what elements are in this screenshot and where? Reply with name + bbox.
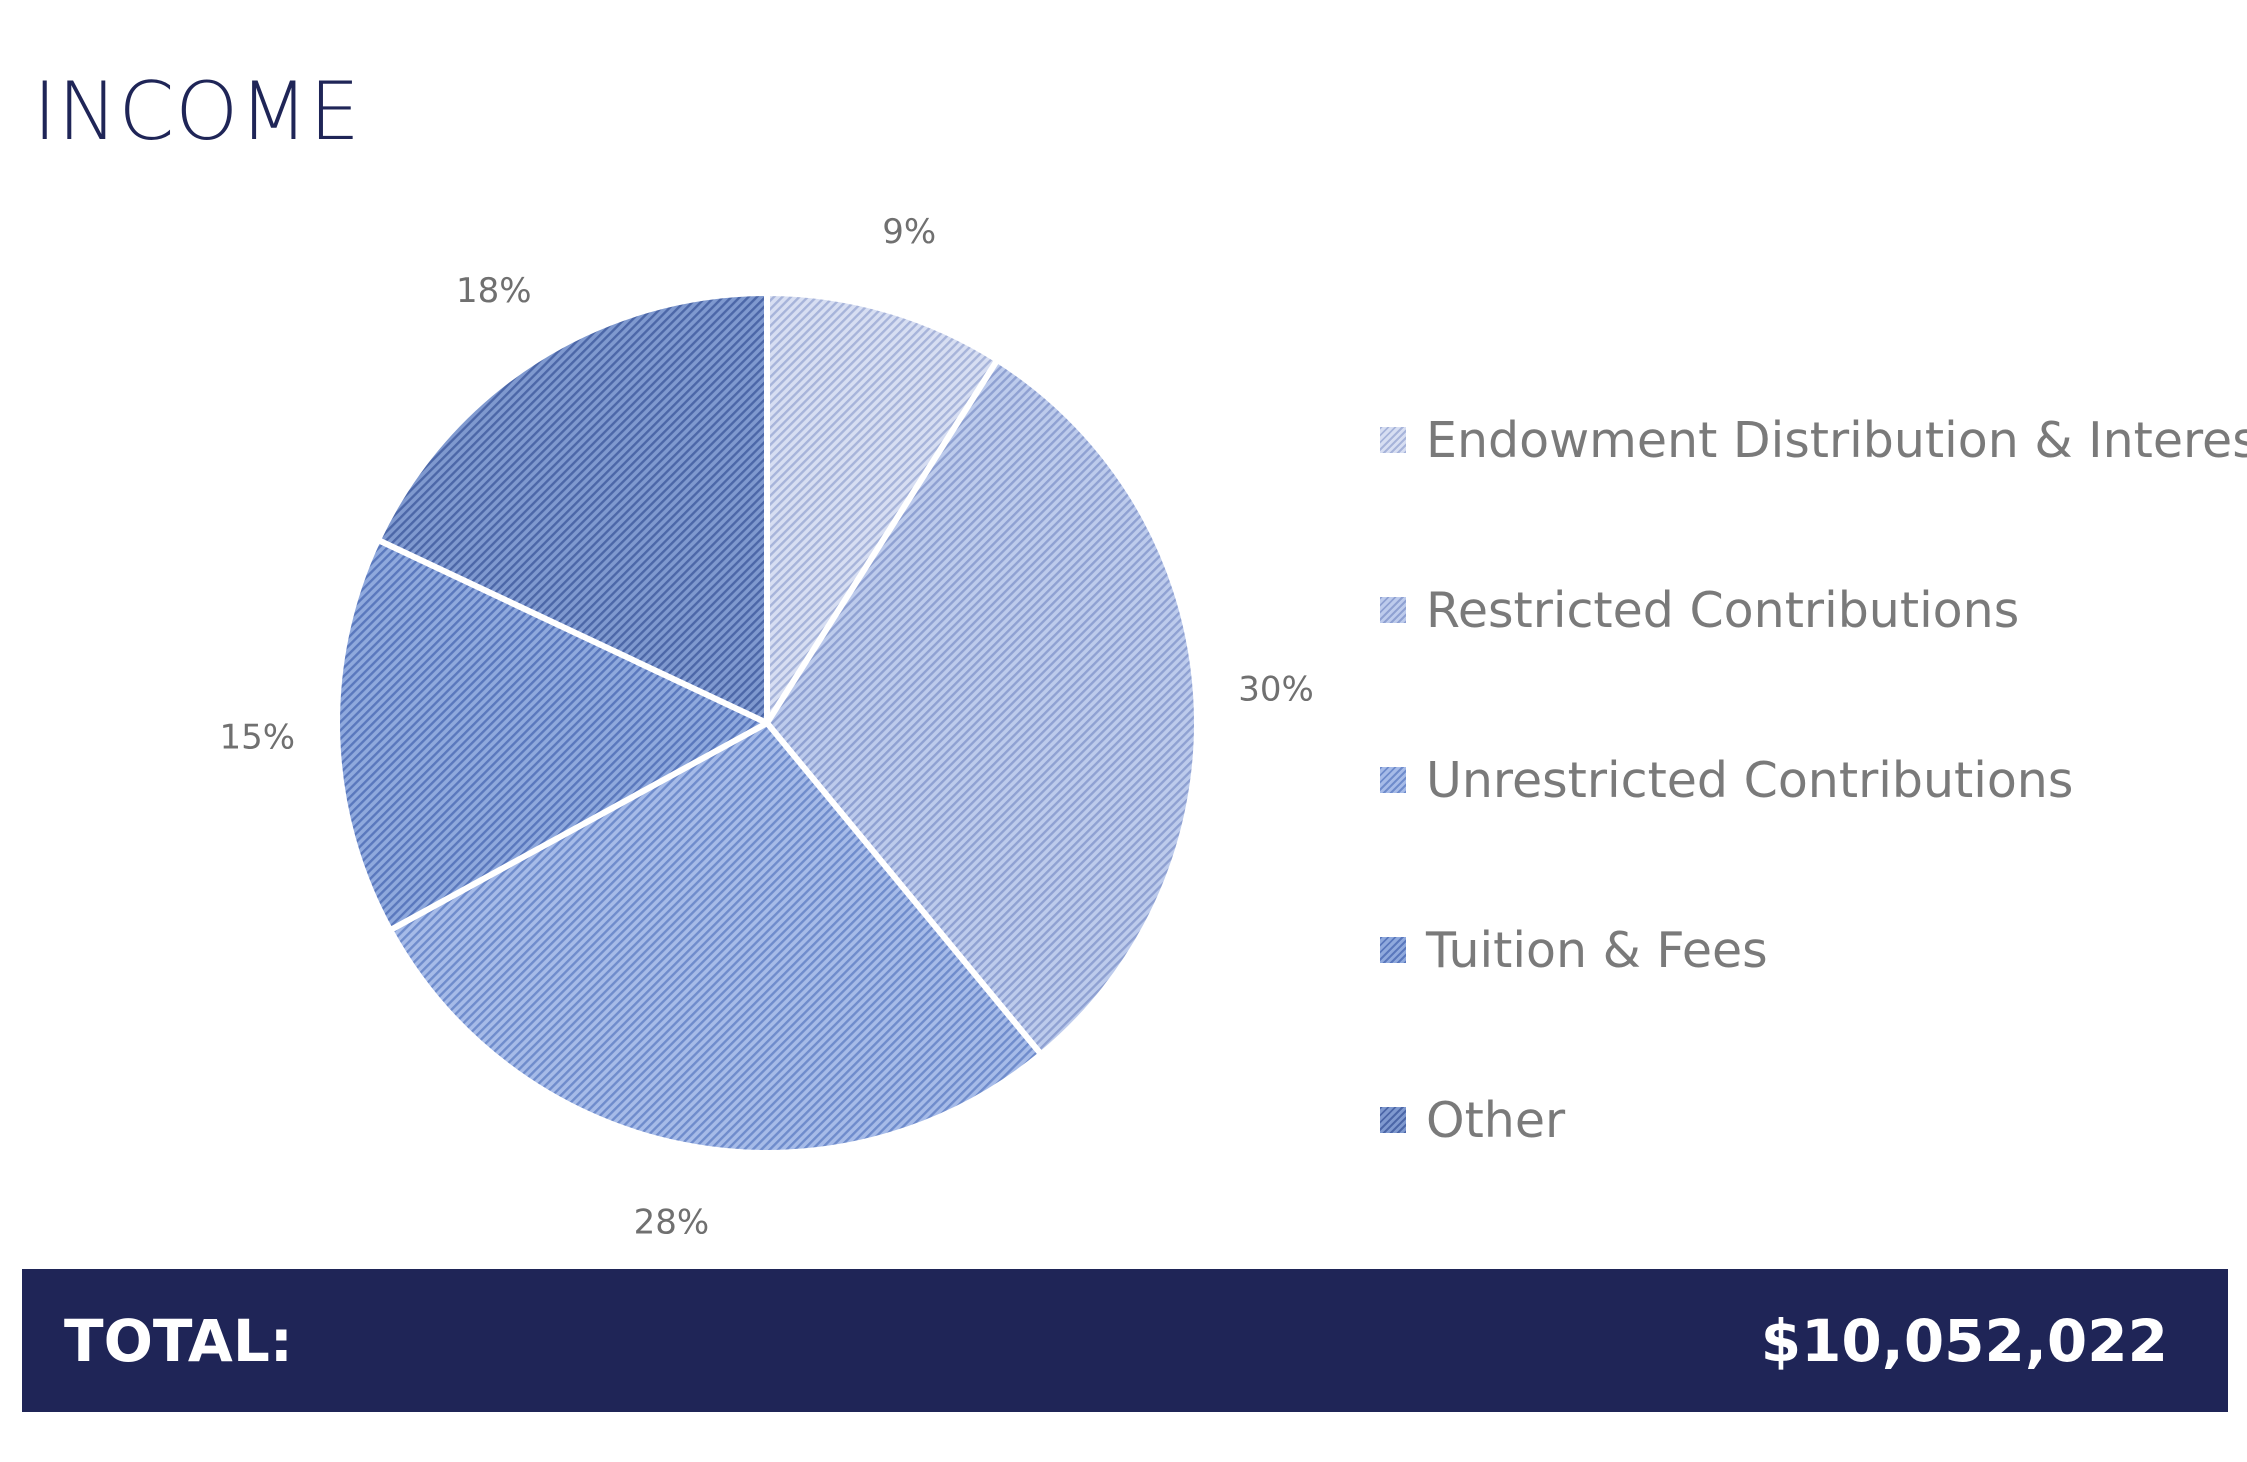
- legend-item: Tuition & Fees: [1380, 865, 2247, 1035]
- legend-swatch-icon: [1380, 937, 1406, 963]
- pie-value-label-1: 9%: [882, 212, 936, 252]
- total-label: TOTAL:: [64, 1306, 293, 1375]
- pie-slice-1: [764, 290, 1001, 726]
- legend-item: Other: [1380, 1035, 2247, 1205]
- pie-slice-4: [334, 536, 770, 934]
- legend-swatch-icon: [1380, 427, 1406, 453]
- pie-slice-3: [387, 720, 1045, 1156]
- pie-slices: [334, 290, 1200, 1156]
- legend-swatch-icon: [1380, 597, 1406, 623]
- total-value: $10,052,022: [1760, 1306, 2168, 1375]
- pie-value-labels: 9% 30% 28% 15% 18%: [219, 212, 1313, 1243]
- legend-label: Tuition & Fees: [1426, 921, 1768, 979]
- legend-item: Unrestricted Contributions: [1380, 695, 2247, 865]
- pie-value-label-4: 15%: [219, 718, 295, 758]
- legend-swatch-icon: [1380, 767, 1406, 793]
- pie-slice-5: [374, 290, 770, 726]
- pie-slice-2: [764, 356, 1200, 1058]
- pie-chart: 9% 30% 28% 15% 18%: [219, 212, 1313, 1243]
- pie-value-label-2: 30%: [1238, 669, 1314, 709]
- page-title: INCOME: [33, 65, 361, 158]
- legend-label: Restricted Contributions: [1426, 581, 2020, 639]
- pie-value-label-3: 28%: [634, 1202, 710, 1242]
- legend-label: Endowment Distribution & Interest: [1426, 411, 2247, 469]
- legend-label: Other: [1426, 1091, 1566, 1149]
- legend-label: Unrestricted Contributions: [1426, 751, 2074, 809]
- pie-value-label-5: 18%: [456, 271, 532, 311]
- legend-item: Restricted Contributions: [1380, 525, 2247, 695]
- chart-legend: Endowment Distribution & Interest Restric…: [1380, 355, 2247, 1205]
- legend-item: Endowment Distribution & Interest: [1380, 355, 2247, 525]
- total-bar: TOTAL: $10,052,022: [22, 1269, 2228, 1412]
- legend-swatch-icon: [1380, 1107, 1406, 1133]
